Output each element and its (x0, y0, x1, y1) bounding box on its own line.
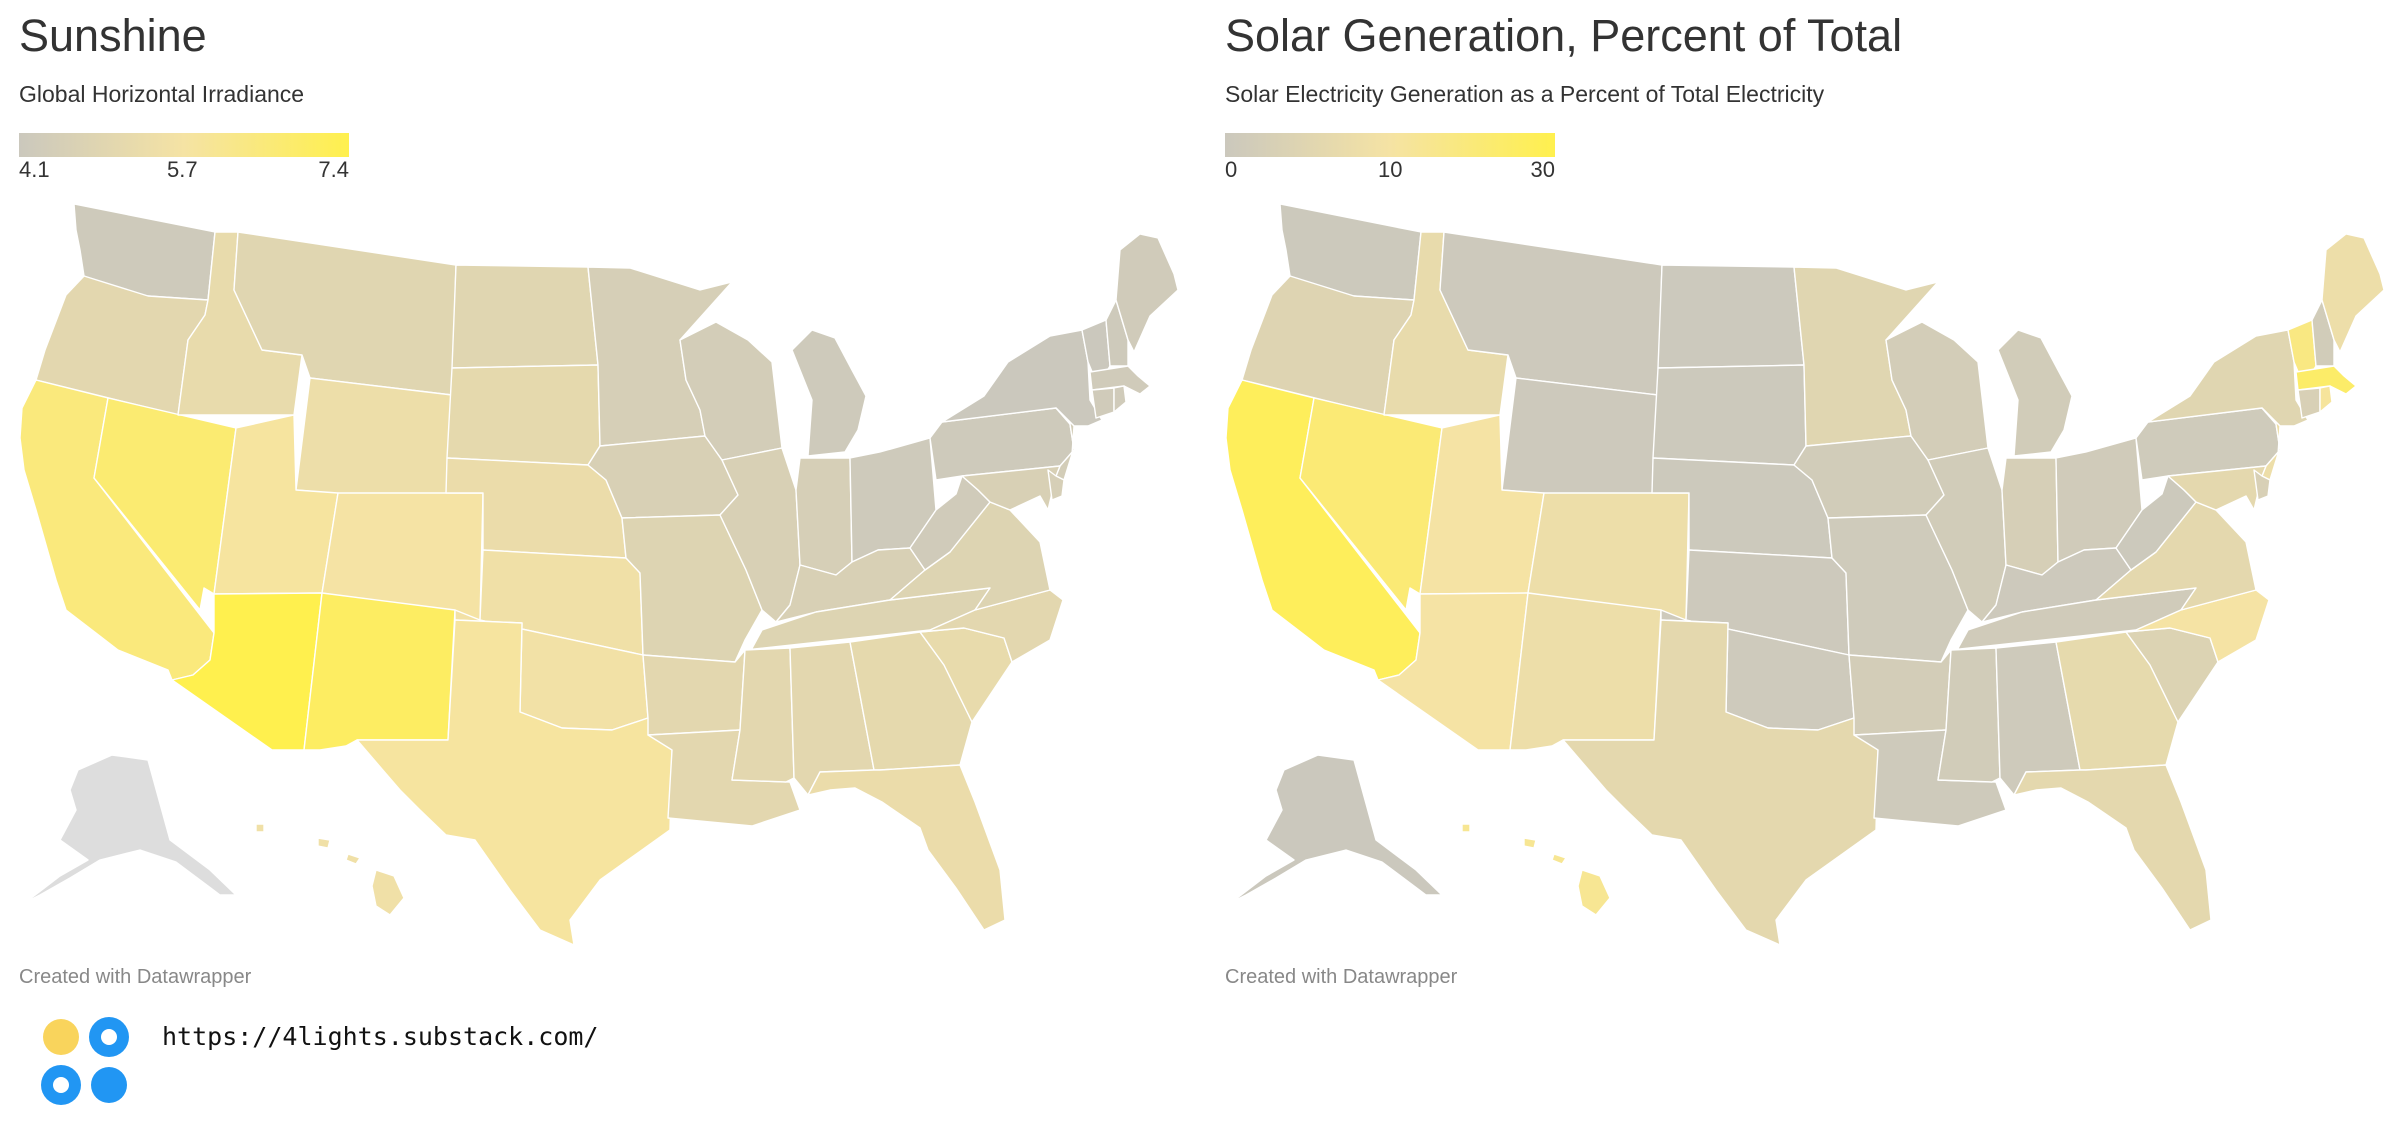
state-tx[interactable] (356, 619, 673, 946)
logo-yellow-dot (43, 1019, 79, 1055)
state-fl[interactable] (807, 764, 1006, 931)
legend-gradient-bar (1225, 133, 1555, 157)
legend-min-label: 4.1 (19, 157, 50, 182)
state-tx[interactable] (1562, 619, 1879, 946)
state-ca[interactable] (1225, 379, 1421, 681)
state-ny[interactable] (2147, 329, 2309, 427)
state-wi[interactable] (1885, 321, 1989, 461)
state-wy[interactable] (1501, 377, 1659, 504)
state-wy[interactable] (295, 377, 453, 504)
us-state-map (1225, 203, 2385, 946)
map-panel-sunshine: Sunshine Global Horizontal Irradiance 4.… (0, 0, 1190, 1000)
state-sd[interactable] (446, 364, 601, 466)
state-in[interactable] (795, 457, 853, 576)
substack-link[interactable]: https://4lights.substack.com/ (162, 1022, 599, 1051)
map-title: Sunshine (19, 10, 207, 61)
state-mi[interactable] (1997, 329, 2073, 457)
state-de[interactable] (2253, 469, 2271, 501)
legend-gradient-bar (19, 133, 349, 157)
legend-mid-label: 5.7 (167, 157, 198, 182)
map-panel-solar-generation: Solar Generation, Percent of Total Solar… (1206, 0, 2396, 1000)
state-nm[interactable] (1509, 592, 1662, 751)
state-me[interactable] (1115, 233, 1179, 353)
state-ri[interactable] (2319, 385, 2333, 413)
state-ak[interactable] (25, 754, 237, 903)
state-hi[interactable] (255, 823, 405, 916)
state-in[interactable] (2001, 457, 2059, 576)
legend-max-label: 7.4 (318, 157, 349, 182)
state-de[interactable] (1047, 469, 1065, 501)
state-md[interactable] (2167, 465, 2267, 511)
state-ak[interactable] (1231, 754, 1443, 903)
map-subtitle: Solar Electricity Generation as a Percen… (1225, 81, 1825, 107)
state-mi[interactable] (791, 329, 867, 457)
state-ri[interactable] (1113, 385, 1127, 413)
4lights-logo-icon (41, 1017, 129, 1105)
state-ct[interactable] (1091, 387, 1115, 419)
map-title: Solar Generation, Percent of Total (1225, 10, 1903, 61)
state-ct[interactable] (2297, 387, 2321, 419)
state-ca[interactable] (19, 379, 215, 681)
state-fl[interactable] (2013, 764, 2212, 931)
state-nd[interactable] (1657, 264, 1805, 369)
state-ar[interactable] (642, 649, 746, 736)
state-ar[interactable] (1848, 649, 1952, 736)
state-nh[interactable] (2311, 299, 2335, 367)
color-legend: 0 10 30 (1225, 133, 1555, 183)
map-subtitle: Global Horizontal Irradiance (19, 81, 305, 107)
logo-blue-dot (91, 1067, 127, 1103)
state-nd[interactable] (451, 264, 599, 369)
state-me[interactable] (2321, 233, 2385, 353)
legend-min-label: 0 (1225, 157, 1238, 182)
state-ny[interactable] (941, 329, 1103, 427)
legend-mid-label: 10 (1378, 157, 1403, 182)
state-hi[interactable] (1461, 823, 1611, 916)
state-nh[interactable] (1105, 299, 1129, 367)
datawrapper-credit: Created with Datawrapper (19, 966, 252, 988)
legend-max-label: 30 (1530, 157, 1555, 182)
state-md[interactable] (961, 465, 1061, 511)
state-nm[interactable] (303, 592, 456, 751)
state-wi[interactable] (679, 321, 783, 461)
datawrapper-credit: Created with Datawrapper (1225, 966, 1458, 988)
us-state-map (19, 203, 1179, 946)
state-sd[interactable] (1652, 364, 1807, 466)
color-legend: 4.1 5.7 7.4 (19, 133, 349, 183)
